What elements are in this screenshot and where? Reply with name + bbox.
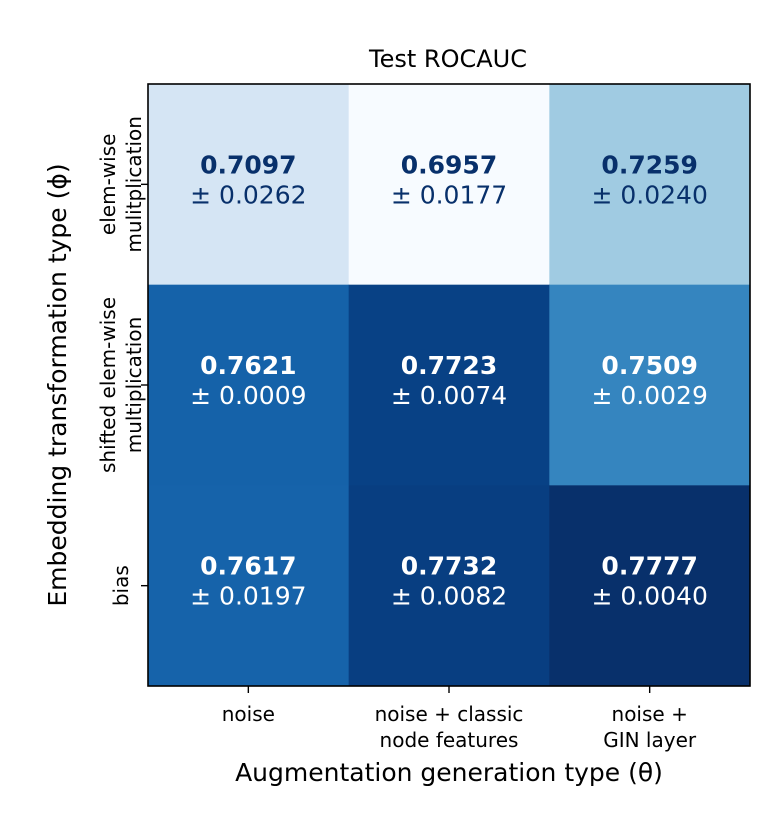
cell-std-label: ± 0.0040 xyxy=(591,582,707,611)
heatmap-cell xyxy=(549,485,751,687)
x-axis-label: Augmentation generation type (θ) xyxy=(235,758,663,787)
heatmap-cell xyxy=(148,485,350,687)
chart-title: Test ROCAUC xyxy=(368,45,527,73)
x-tick-label: noise + xyxy=(612,702,688,726)
heatmap-cell xyxy=(348,284,550,486)
cell-std-label: ± 0.0177 xyxy=(391,180,507,209)
cell-std-label: ± 0.0029 xyxy=(591,381,707,410)
cell-std-label: ± 0.0074 xyxy=(391,381,507,410)
cell-std-label: ± 0.0197 xyxy=(190,582,306,611)
y-tick-label: multiplication xyxy=(122,317,146,453)
heatmap-cell xyxy=(148,284,350,486)
x-tick-label: node features xyxy=(380,728,519,752)
heatmap-cell xyxy=(348,84,550,286)
cell-value-label: 0.7097 xyxy=(200,150,296,179)
heatmap-cell xyxy=(148,84,350,286)
cell-value-label: 0.7723 xyxy=(401,351,497,380)
plot-frame xyxy=(147,83,751,687)
cell-value-label: 0.7732 xyxy=(401,552,497,581)
cell-std-label: ± 0.0082 xyxy=(391,582,507,611)
y-axis-label: Embedding transformation type (ϕ) xyxy=(43,163,72,606)
cell-std-label: ± 0.0240 xyxy=(591,180,707,209)
y-tick-label: mulitplication xyxy=(122,116,146,252)
cell-value-label: 0.7617 xyxy=(200,552,296,581)
y-tick-label: shifted elem-wise xyxy=(96,297,120,473)
cell-value-label: 0.7777 xyxy=(601,552,697,581)
cell-value-label: 0.6957 xyxy=(401,150,497,179)
cell-std-label: ± 0.0262 xyxy=(190,180,306,209)
cell-std-label: ± 0.0009 xyxy=(190,381,306,410)
heatmap-cell xyxy=(549,284,751,486)
cell-value-label: 0.7621 xyxy=(200,351,296,380)
cell-value-label: 0.7509 xyxy=(601,351,697,380)
heatmap-cell xyxy=(549,84,751,286)
heatmap-cell xyxy=(348,485,550,687)
y-tick-label: bias xyxy=(109,565,133,606)
x-tick-label: noise + classic xyxy=(375,702,524,726)
cell-value-label: 0.7259 xyxy=(601,150,697,179)
y-tick-label: elem-wise xyxy=(96,134,120,236)
x-tick-label: noise xyxy=(222,702,275,726)
x-tick-label: GIN layer xyxy=(603,728,697,752)
